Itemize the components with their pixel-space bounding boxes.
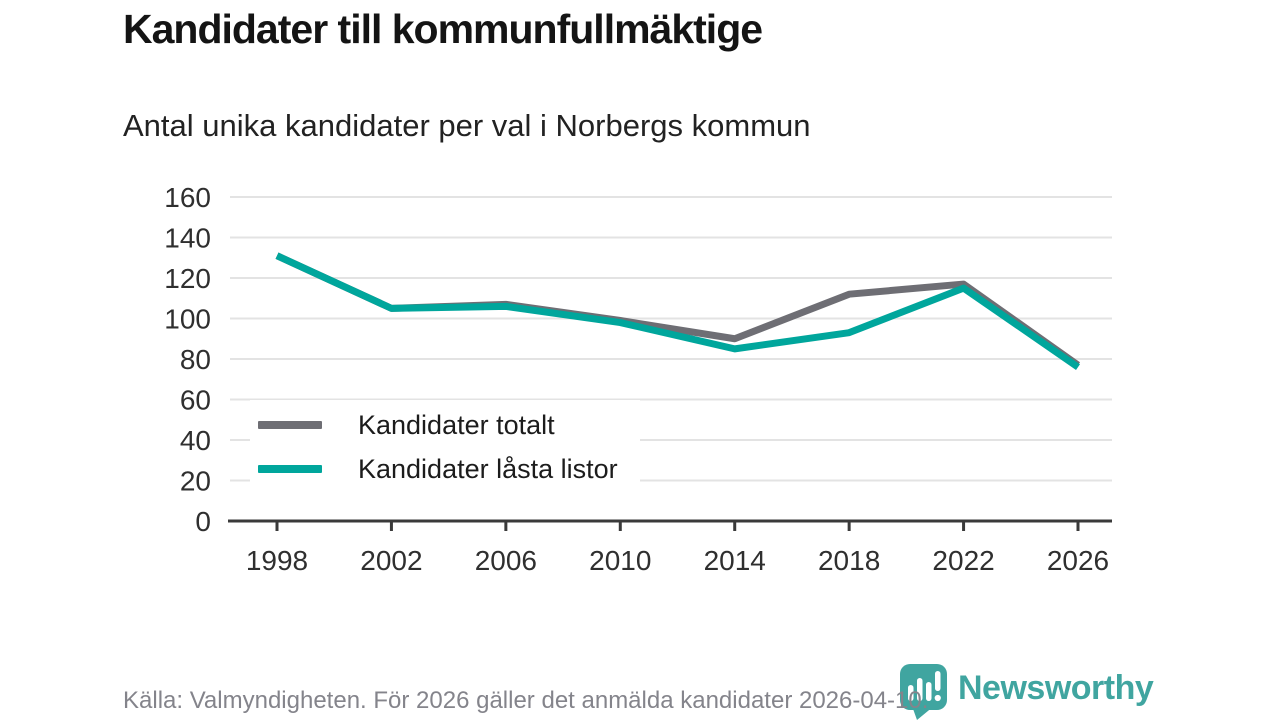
svg-text:120: 120 — [164, 263, 211, 294]
chart-legend: Kandidater totalt Kandidater låsta listo… — [250, 400, 640, 498]
svg-text:2022: 2022 — [932, 545, 994, 576]
page-title: Kandidater till kommunfullmäktige — [123, 6, 763, 52]
svg-text:0: 0 — [195, 506, 211, 537]
legend-label-totalt: Kandidater totalt — [358, 410, 555, 440]
svg-text:100: 100 — [164, 304, 211, 335]
source-note: Källa: Valmyndigheten. För 2026 gäller d… — [123, 687, 929, 714]
newsworthy-wordmark: Newsworthy — [958, 669, 1154, 707]
legend-item-lasta-listor: Kandidater låsta listor — [258, 452, 618, 486]
svg-text:160: 160 — [164, 182, 211, 213]
svg-text:140: 140 — [164, 223, 211, 254]
svg-text:40: 40 — [180, 425, 211, 456]
svg-text:60: 60 — [180, 385, 211, 416]
legend-swatch-teal-line-icon — [258, 465, 322, 473]
legend-item-totalt: Kandidater totalt — [258, 408, 618, 442]
newsworthy-bubble-barchart-icon — [900, 664, 947, 720]
newsworthy-logo: Newsworthy — [898, 662, 1154, 720]
svg-text:80: 80 — [180, 344, 211, 375]
svg-text:2014: 2014 — [704, 545, 766, 576]
svg-text:2026: 2026 — [1047, 545, 1109, 576]
svg-text:1998: 1998 — [246, 545, 308, 576]
svg-text:2002: 2002 — [360, 545, 422, 576]
svg-text:2006: 2006 — [475, 545, 537, 576]
chart-subtitle: Antal unika kandidater per val i Norberg… — [123, 108, 811, 143]
legend-label-lasta-listor: Kandidater låsta listor — [358, 454, 618, 484]
legend-swatch-gray-line-icon — [258, 421, 322, 429]
svg-text:20: 20 — [180, 466, 211, 497]
svg-text:2018: 2018 — [818, 545, 880, 576]
svg-text:2010: 2010 — [589, 545, 651, 576]
